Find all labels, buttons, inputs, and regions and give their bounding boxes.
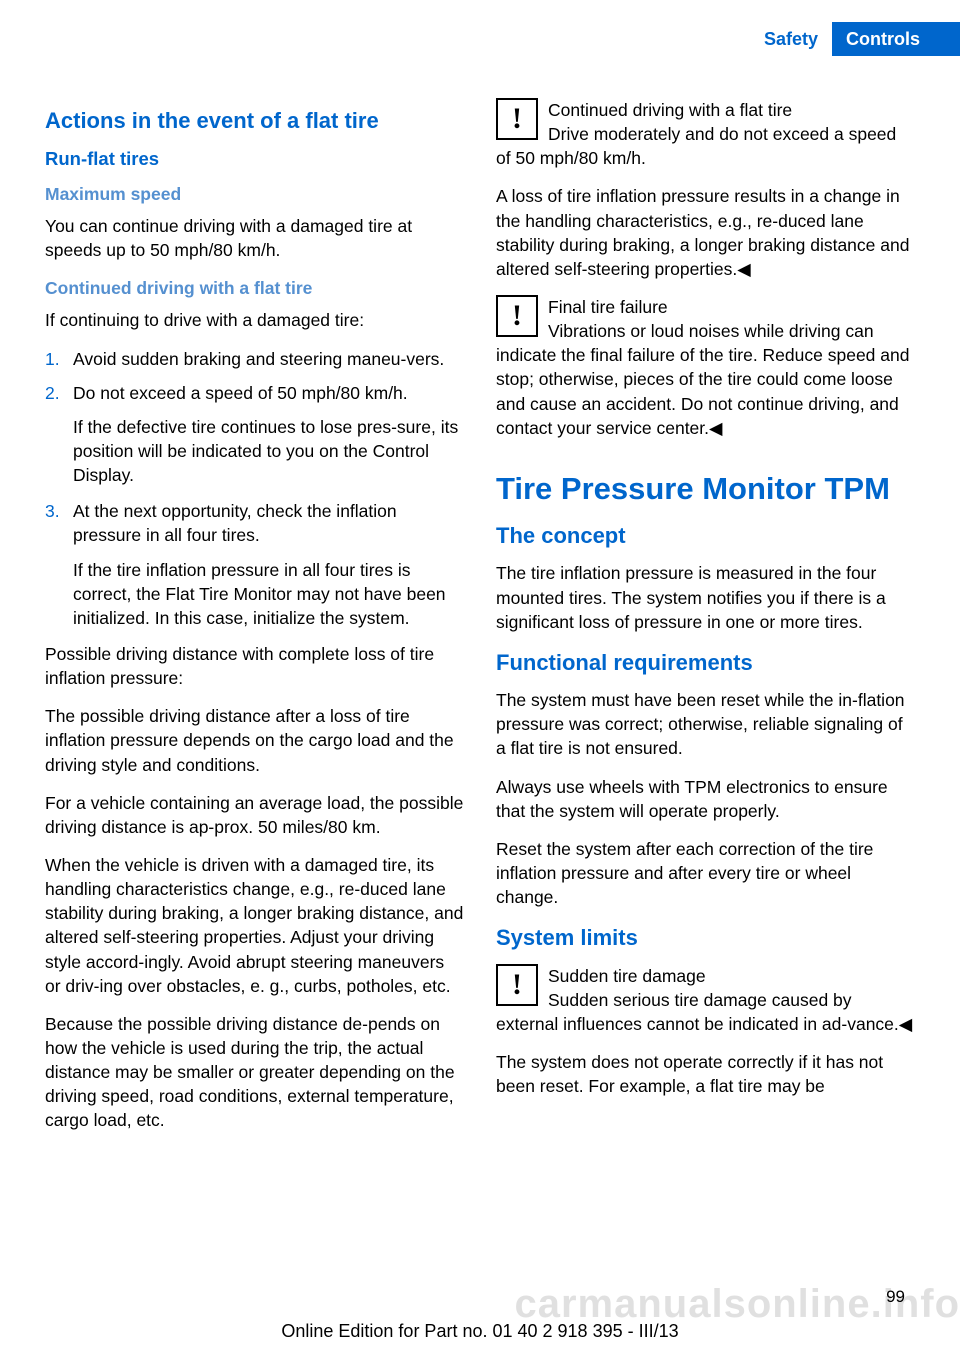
header-bar: Safety Controls (764, 22, 960, 56)
warning-title: Sudden tire damage (548, 966, 706, 986)
header-safety-label: Safety (764, 29, 832, 50)
para-possible-5: Because the possible driving distance de… (45, 1012, 464, 1133)
para-possible-2: The possible driving distance after a lo… (45, 704, 464, 776)
para-possible-3: For a vehicle containing an average load… (45, 791, 464, 839)
para-funcreq-3: Reset the system after each correction o… (496, 837, 915, 909)
header-controls-label: Controls (832, 22, 960, 56)
para-possible-1: Possible driving distance with complete … (45, 642, 464, 690)
warning-body: Vibrations or loud noises while driving … (496, 321, 909, 438)
heading-runflat: Run-flat tires (45, 146, 464, 172)
warning-icon: ! (496, 964, 538, 1006)
para-funcreq-2: Always use wheels with TPM electronics t… (496, 775, 915, 823)
list-number: 2. (45, 381, 73, 405)
footer-text: Online Edition for Part no. 01 40 2 918 … (0, 1321, 960, 1342)
warning-body: Sudden serious tire damage caused by ext… (496, 990, 912, 1034)
warning-title: Final tire failure (548, 297, 668, 317)
warning-final-failure: ! Final tire failure Vibrations or loud … (496, 295, 915, 440)
content-area: Actions in the event of a flat tire Run-… (45, 98, 915, 1282)
para-possible-4: When the vehicle is driven with a damage… (45, 853, 464, 998)
list-text: Avoid sudden braking and steering maneu‐… (73, 347, 464, 371)
heading-maxspeed: Maximum speed (45, 182, 464, 206)
para-continued-intro: If continuing to drive with a damaged ti… (45, 308, 464, 332)
list-sub-2: If the defective tire continues to lose … (73, 415, 464, 487)
warning-para-1: A loss of tire inflation pressure result… (496, 184, 915, 281)
warning-icon: ! (496, 295, 538, 337)
heading-actions: Actions in the event of a flat tire (45, 106, 464, 136)
list-text: Do not exceed a speed of 50 mph/80 km/h. (73, 381, 464, 405)
para-maxspeed: You can continue driving with a damaged … (45, 214, 464, 262)
heading-syslimits: System limits (496, 923, 915, 953)
list-item-3: 3. At the next opportunity, check the in… (45, 499, 464, 547)
list-item-2: 2. Do not exceed a speed of 50 mph/80 km… (45, 381, 464, 405)
warning-sudden-damage: ! Sudden tire damage Sudden serious tire… (496, 964, 915, 1036)
heading-continued-driving: Continued driving with a flat tire (45, 276, 464, 300)
warning-title: Continued driving with a flat tire (548, 100, 792, 120)
right-column: ! Continued driving with a flat tire Dri… (496, 98, 915, 1282)
list-item-1: 1. Avoid sudden braking and steering man… (45, 347, 464, 371)
list-number: 1. (45, 347, 73, 371)
list-text: At the next opportunity, check the infla… (73, 499, 464, 547)
para-syslimits: The system does not operate correctly if… (496, 1050, 915, 1098)
warning-body: Drive moderately and do not exceed a spe… (496, 124, 896, 168)
list-sub-3: If the tire inflation pressure in all fo… (73, 558, 464, 630)
warning-continued-driving: ! Continued driving with a flat tire Dri… (496, 98, 915, 170)
para-concept: The tire inflation pressure is measured … (496, 561, 915, 633)
heading-concept: The concept (496, 521, 915, 551)
left-column: Actions in the event of a flat tire Run-… (45, 98, 464, 1282)
heading-tpm: Tire Pressure Monitor TPM (496, 470, 915, 507)
warning-icon: ! (496, 98, 538, 140)
heading-funcreq: Functional requirements (496, 648, 915, 678)
para-funcreq-1: The system must have been reset while th… (496, 688, 915, 760)
list-number: 3. (45, 499, 73, 547)
